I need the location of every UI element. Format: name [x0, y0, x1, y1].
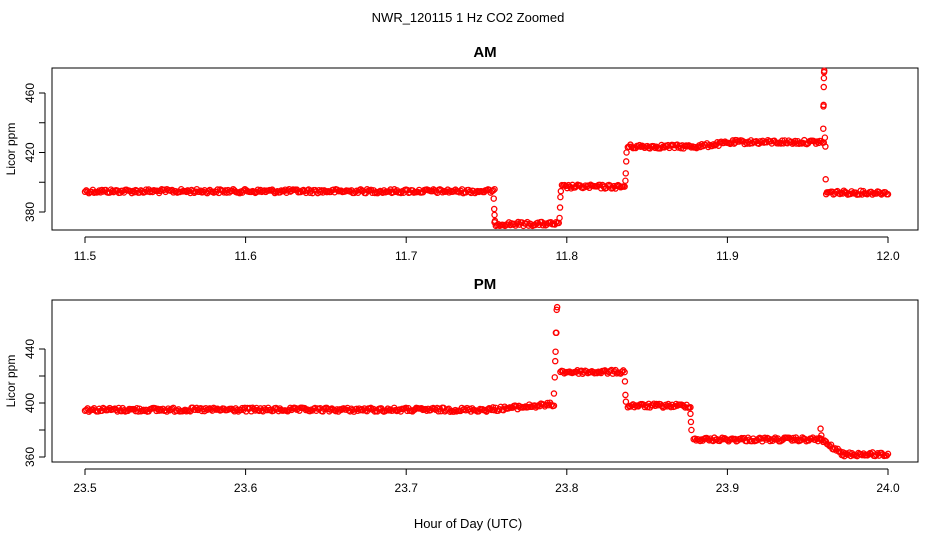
panel-pm-plot-box: [51, 299, 919, 463]
data-point: [622, 170, 629, 177]
data-point: [490, 195, 497, 202]
panel-am-plot-box: [51, 67, 919, 231]
data-point: [836, 190, 844, 198]
data-point: [821, 134, 829, 141]
y-tick-label: 380: [23, 202, 37, 222]
figure-title: NWR_120115 1 Hz CO2 Zoomed: [372, 10, 565, 25]
panel-am-y-axis: 380 420 460: [23, 83, 46, 222]
data-point: [718, 434, 726, 442]
data-point: [491, 217, 499, 225]
data-point: [553, 329, 560, 337]
data-point: [708, 142, 716, 150]
data-point: [557, 187, 565, 195]
data-point: [133, 404, 141, 412]
y-tick-label: 420: [23, 142, 37, 162]
data-point: [556, 214, 563, 222]
y-tick-label: 460: [23, 83, 37, 103]
data-point: [623, 149, 630, 156]
data-point: [556, 204, 564, 211]
data-point: [820, 67, 828, 74]
data-point: [818, 432, 825, 439]
data-point: [822, 143, 829, 150]
data-point: [622, 398, 630, 405]
data-point: [820, 101, 827, 109]
x-tick-label: 23.6: [234, 481, 258, 495]
x-tick-label: 11.5: [74, 249, 97, 263]
data-point: [550, 390, 558, 397]
data-point: [687, 404, 694, 411]
y-tick-label: 400: [23, 393, 37, 413]
data-point: [688, 426, 695, 434]
data-point: [621, 378, 629, 385]
data-point: [489, 187, 497, 194]
data-point: [551, 357, 559, 365]
data-point: [653, 400, 660, 408]
data-point: [622, 391, 629, 399]
data-point: [490, 205, 498, 213]
data-point: [825, 441, 832, 449]
data-point: [884, 450, 892, 458]
data-point: [553, 303, 561, 311]
data-point: [491, 211, 498, 219]
data-point: [621, 183, 628, 190]
x-axis-label: Hour of Day (UTC): [414, 516, 522, 531]
data-point: [817, 425, 824, 432]
data-point: [550, 402, 558, 409]
data-point: [820, 83, 828, 91]
data-point: [233, 406, 241, 414]
x-tick-label: 11.8: [556, 249, 579, 263]
panel-pm-title: PM: [474, 276, 497, 293]
x-tick-label: 12.0: [876, 249, 900, 263]
x-tick-label: 23.7: [395, 481, 419, 495]
data-point: [98, 186, 106, 194]
data-point: [622, 158, 630, 165]
panel-pm-points: [81, 303, 892, 460]
data-point: [246, 404, 254, 412]
x-tick-label: 23.8: [555, 481, 579, 495]
panel-am: AM Licor ppm 11.5 11.6 11.7 11.8 11.9 12.0 38…: [4, 44, 919, 263]
panel-pm-x-axis: 23.5 23.6 23.7 23.8 23.9 24.0: [73, 468, 900, 495]
data-point: [557, 193, 564, 201]
panel-pm: PM Licor ppm 23.5 23.6 23.7 23.8 23.9 24.0 36…: [4, 276, 919, 495]
panel-pm-y-axis: 360 400 440: [23, 339, 46, 467]
data-point: [622, 177, 629, 185]
data-point: [822, 190, 830, 198]
panel-am-title: AM: [473, 44, 496, 61]
data-point: [822, 176, 829, 183]
data-point: [553, 306, 560, 314]
x-tick-label: 11.9: [716, 249, 739, 263]
x-tick-label: 23.9: [716, 481, 740, 495]
data-point: [172, 188, 180, 195]
y-tick-label: 440: [23, 339, 37, 359]
y-tick-label: 360: [23, 447, 37, 467]
data-point: [687, 418, 695, 426]
panel-am-ylabel: Licor ppm: [4, 123, 18, 176]
x-tick-label: 11.7: [395, 249, 418, 263]
data-point: [407, 407, 415, 414]
data-point: [618, 368, 626, 375]
data-point: [687, 410, 694, 418]
data-point: [491, 185, 498, 193]
data-point: [621, 368, 628, 376]
panel-am-x-axis: 11.5 11.6 11.7 11.8 11.9 12.0: [74, 236, 900, 263]
data-point: [820, 74, 828, 82]
x-tick-label: 24.0: [876, 481, 900, 495]
x-tick-label: 11.6: [234, 249, 257, 263]
x-tick-label: 23.5: [73, 481, 97, 495]
data-point: [552, 348, 559, 355]
panel-pm-ylabel: Licor ppm: [4, 355, 18, 408]
data-point: [439, 189, 446, 196]
panel-am-points: [81, 67, 892, 230]
data-point: [551, 374, 559, 381]
data-point: [884, 191, 892, 198]
data-point: [820, 125, 827, 132]
